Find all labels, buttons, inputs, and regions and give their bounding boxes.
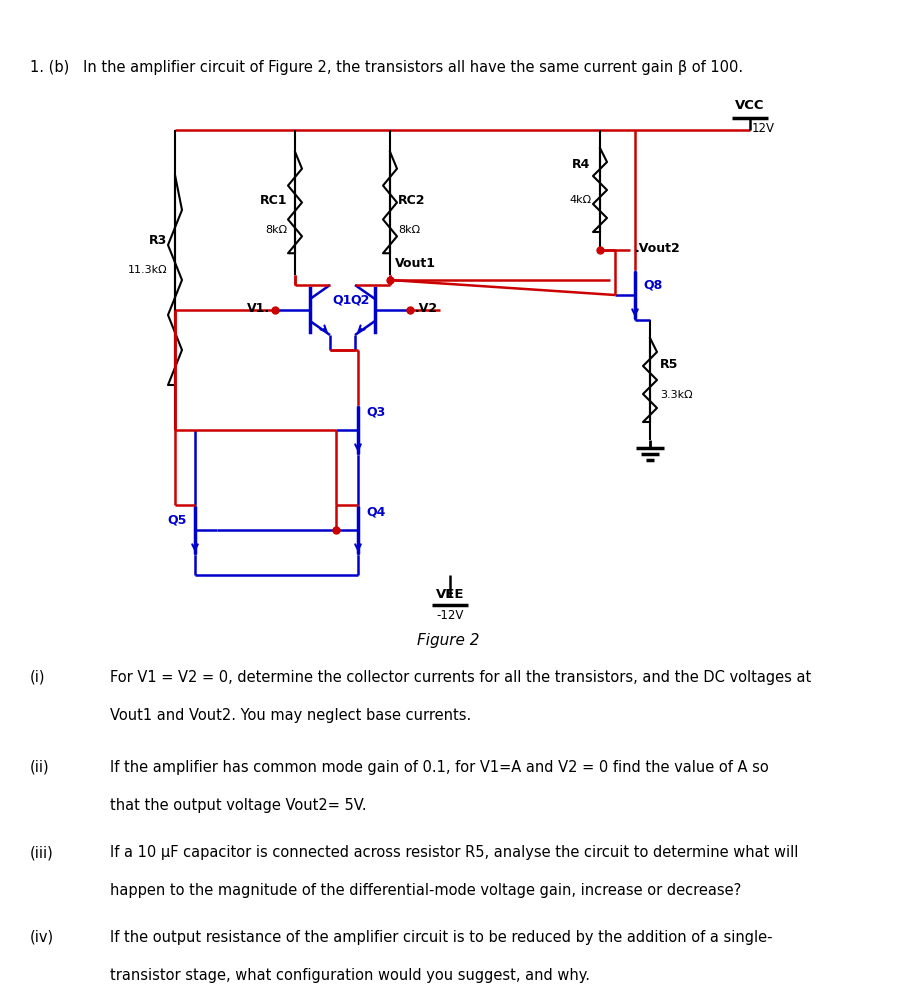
Text: Q2: Q2: [351, 293, 370, 306]
Text: Vout1 and Vout2. You may neglect base currents.: Vout1 and Vout2. You may neglect base cu…: [110, 708, 471, 723]
Text: (iv): (iv): [30, 930, 54, 945]
Text: (iii): (iii): [30, 845, 54, 860]
Text: 11.3kΩ: 11.3kΩ: [127, 265, 167, 275]
Text: R4: R4: [571, 158, 590, 171]
Text: Vout1: Vout1: [395, 257, 436, 270]
Text: VCC: VCC: [736, 99, 765, 112]
Text: If a 10 μF capacitor is connected across resistor R5, analyse the circuit to det: If a 10 μF capacitor is connected across…: [110, 845, 798, 860]
Text: 4kΩ: 4kΩ: [570, 195, 592, 205]
Text: -12V: -12V: [436, 609, 464, 622]
Text: Q1: Q1: [332, 293, 352, 306]
Text: Q3: Q3: [366, 405, 385, 418]
Text: VEE: VEE: [436, 588, 465, 601]
Text: If the output resistance of the amplifier circuit is to be reduced by the additi: If the output resistance of the amplifie…: [110, 930, 772, 945]
Text: RC1: RC1: [259, 193, 287, 206]
Text: For V1 = V2 = 0, determine the collector currents for all the transistors, and t: For V1 = V2 = 0, determine the collector…: [110, 670, 811, 685]
Text: transistor stage, what configuration would you suggest, and why.: transistor stage, what configuration wou…: [110, 968, 590, 983]
Text: (ii): (ii): [30, 760, 49, 775]
Text: 8kΩ: 8kΩ: [265, 225, 287, 235]
Text: If the amplifier has common mode gain of 0.1, for V1=A and V2 = 0 find the value: If the amplifier has common mode gain of…: [110, 760, 769, 775]
Text: Q4: Q4: [366, 506, 386, 519]
Text: .V2: .V2: [415, 301, 438, 314]
Text: that the output voltage Vout2= 5V.: that the output voltage Vout2= 5V.: [110, 798, 367, 813]
Text: 8kΩ: 8kΩ: [398, 225, 420, 235]
Text: Figure 2: Figure 2: [417, 633, 479, 648]
Text: R5: R5: [660, 358, 678, 371]
Text: Q8: Q8: [643, 278, 662, 291]
Text: happen to the magnitude of the differential-mode voltage gain, increase or decre: happen to the magnitude of the different…: [110, 883, 741, 898]
Text: 1. (b)   In the amplifier circuit of Figure 2, the transistors all have the same: 1. (b) In the amplifier circuit of Figur…: [30, 60, 743, 75]
Text: 3.3kΩ: 3.3kΩ: [660, 390, 692, 400]
Text: (i): (i): [30, 670, 46, 685]
Text: 12V: 12V: [752, 122, 775, 135]
Text: RC2: RC2: [398, 193, 425, 206]
Text: Q5: Q5: [168, 514, 187, 527]
Text: .Vout2: .Vout2: [635, 241, 681, 254]
Text: V1.: V1.: [247, 301, 270, 314]
Text: R3: R3: [149, 233, 167, 246]
